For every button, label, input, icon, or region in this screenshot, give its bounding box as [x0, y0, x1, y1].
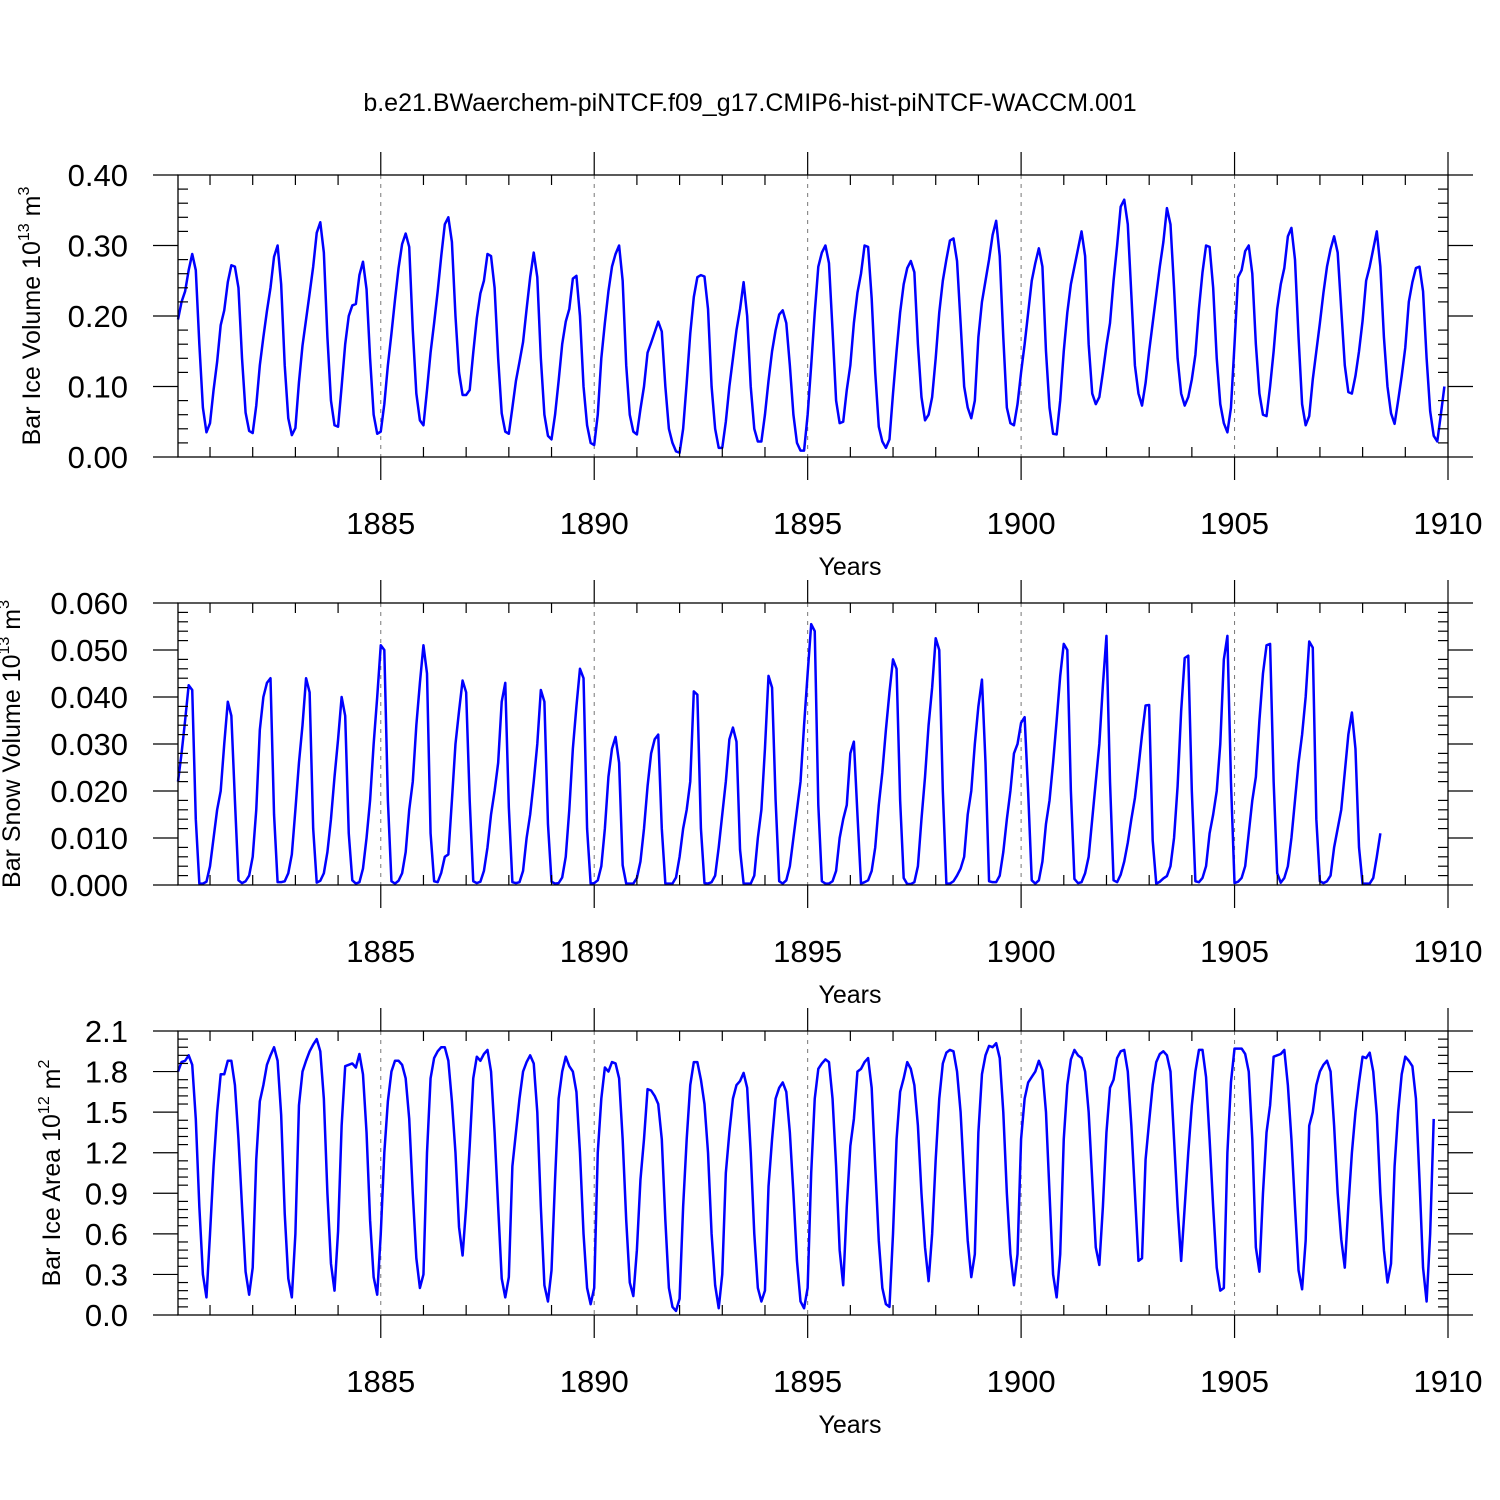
y-axis-title-unit: m — [18, 196, 46, 224]
x-axis-title: Years — [818, 553, 881, 581]
x-tick-label: 1905 — [1200, 506, 1269, 541]
x-tick-label: 1910 — [1414, 1364, 1483, 1399]
y-axis-title-main: Bar Snow Volume 10 — [0, 655, 26, 888]
y-tick-label: 0.10 — [68, 370, 128, 405]
series-line — [176, 198, 1446, 455]
y-tick-label: 1.5 — [85, 1095, 128, 1130]
x-axis-title: Years — [818, 1411, 881, 1439]
y-axis-title-main: Bar Ice Area 10 — [38, 1114, 66, 1286]
x-axis-title: Years — [818, 981, 881, 1009]
panel-ice-volume: 1885 1890 1895 1900 1905 1910 Years 0.00 0.10 0.2… — [16, 152, 1482, 581]
x-tick-label: 1895 — [773, 506, 842, 541]
y-axis-title: Bar Ice Area 1012 m2 — [36, 1060, 66, 1287]
x-tick-label: 1905 — [1200, 1364, 1269, 1399]
x-tick-label: 1910 — [1414, 506, 1483, 541]
figure-title: b.e21.BWaerchem-piNTCF.f09_g17.CMIP6-his… — [363, 89, 1136, 117]
y-axis-title-unit: m — [0, 609, 26, 637]
y-tick-label: 0.030 — [50, 727, 128, 762]
series-line — [176, 1037, 1435, 1313]
y-axis-title-exp: 13 — [16, 223, 33, 241]
y-axis-title-exp: 12 — [36, 1096, 53, 1114]
y-axis-title-unit-exp: 3 — [16, 187, 33, 196]
y-axis-title: Bar Ice Volume 1013 m3 — [16, 187, 46, 446]
x-tick-label: 1900 — [987, 1364, 1056, 1399]
x-tick-label: 1890 — [560, 1364, 629, 1399]
y-tick-label: 0.6 — [85, 1217, 128, 1252]
y-tick-label: 0.000 — [50, 868, 128, 903]
y-axis-title-unit-exp: 2 — [36, 1060, 53, 1069]
x-tick-label: 1900 — [987, 934, 1056, 969]
x-tick-label: 1905 — [1200, 934, 1269, 969]
x-tick-label: 1885 — [346, 1364, 415, 1399]
series-line — [176, 622, 1382, 886]
plot-frame — [177, 1030, 1449, 1316]
y-tick-label: 0.3 — [85, 1257, 128, 1292]
y-tick-label: 0.0 — [85, 1298, 128, 1333]
panel-ice-area: 1885 1890 1895 1900 1905 1910 Years 0.0 0.3 0.6 0.… — [36, 1008, 1482, 1439]
y-tick-label: 2.1 — [85, 1014, 128, 1049]
y-tick-label: 0.30 — [68, 229, 128, 264]
y-tick-label: 0.00 — [68, 440, 128, 475]
y-tick-label: 0.020 — [50, 774, 128, 809]
y-axis-title-main: Bar Ice Volume 10 — [18, 241, 46, 445]
y-axis-title-exp: 13 — [0, 637, 13, 655]
y-tick-label: 0.40 — [68, 158, 128, 193]
y-tick-label: 0.060 — [50, 586, 128, 621]
x-tick-label: 1885 — [346, 506, 415, 541]
panel-snow-volume: 1885 1890 1895 1900 1905 1910 Years 0.000 0.010 0… — [0, 580, 1482, 1009]
x-tick-label: 1895 — [773, 934, 842, 969]
y-axis-title-unit-exp: 3 — [0, 600, 13, 609]
y-axis-title-unit: m — [38, 1069, 66, 1097]
x-tick-label: 1895 — [773, 1364, 842, 1399]
y-tick-label: 0.9 — [85, 1176, 128, 1211]
y-tick-label: 0.20 — [68, 299, 128, 334]
x-tick-label: 1900 — [987, 506, 1056, 541]
y-tick-label: 0.010 — [50, 821, 128, 856]
x-tick-label: 1885 — [346, 934, 415, 969]
x-tick-label: 1890 — [560, 934, 629, 969]
x-tick-label: 1910 — [1414, 934, 1483, 969]
y-axis-title: Bar Snow Volume 1013 m3 — [0, 600, 26, 888]
y-tick-label: 0.050 — [50, 633, 128, 668]
y-tick-label: 1.2 — [85, 1136, 128, 1171]
y-tick-label: 0.040 — [50, 680, 128, 715]
y-tick-label: 1.8 — [85, 1055, 128, 1090]
x-tick-label: 1890 — [560, 506, 629, 541]
